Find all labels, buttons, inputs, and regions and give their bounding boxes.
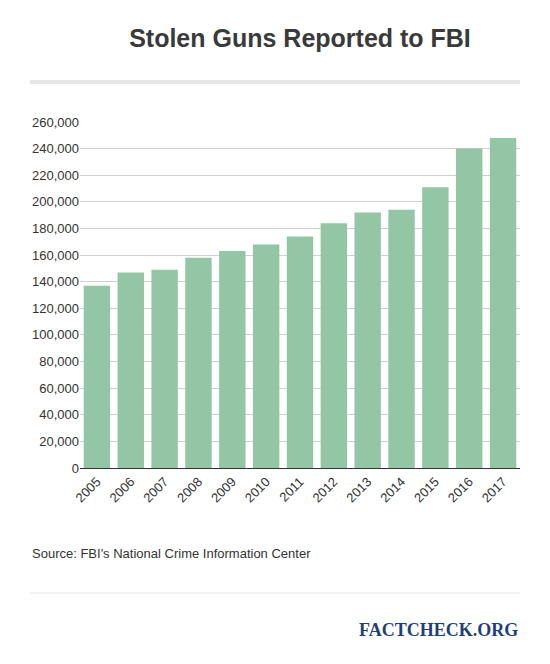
svg-text:2009: 2009	[208, 474, 239, 505]
svg-text:200,000: 200,000	[32, 194, 79, 209]
svg-text:0: 0	[72, 461, 79, 476]
svg-text:2014: 2014	[377, 474, 408, 505]
svg-text:Source: FBI's National Crime I: Source: FBI's National Crime Information…	[32, 546, 311, 561]
svg-text:220,000: 220,000	[32, 168, 79, 183]
svg-text:100,000: 100,000	[32, 327, 79, 342]
svg-text:80,000: 80,000	[39, 354, 79, 369]
svg-text:2012: 2012	[310, 474, 341, 505]
svg-text:140,000: 140,000	[32, 274, 79, 289]
svg-text:2005: 2005	[73, 474, 104, 505]
svg-text:2006: 2006	[106, 474, 137, 505]
svg-text:2007: 2007	[140, 474, 171, 505]
svg-text:180,000: 180,000	[32, 221, 79, 236]
svg-text:Stolen Guns Reported to FBI: Stolen Guns Reported to FBI	[129, 24, 471, 52]
svg-text:160,000: 160,000	[32, 248, 79, 263]
svg-text:2013: 2013	[343, 474, 374, 505]
svg-text:FACTCHECK.ORG: FACTCHECK.ORG	[359, 620, 518, 640]
svg-text:2010: 2010	[242, 474, 273, 505]
svg-text:60,000: 60,000	[39, 381, 79, 396]
svg-text:240,000: 240,000	[32, 141, 79, 156]
svg-text:2016: 2016	[445, 474, 476, 505]
svg-text:2008: 2008	[174, 474, 205, 505]
svg-text:2011: 2011	[276, 474, 306, 504]
svg-text:20,000: 20,000	[39, 434, 79, 449]
svg-text:120,000: 120,000	[32, 301, 79, 316]
svg-text:2015: 2015	[411, 474, 442, 505]
svg-text:260,000: 260,000	[32, 115, 79, 130]
svg-text:2017: 2017	[479, 474, 510, 505]
svg-text:40,000: 40,000	[39, 407, 79, 422]
